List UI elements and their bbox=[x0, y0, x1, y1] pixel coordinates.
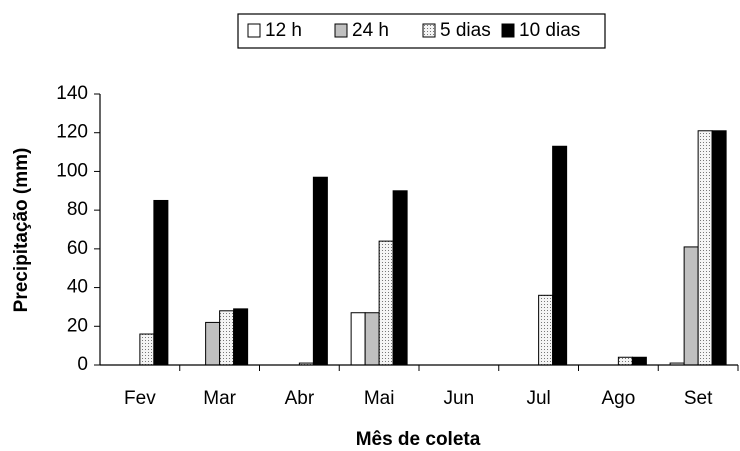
bar bbox=[552, 145, 568, 366]
y-tick-label: 140 bbox=[56, 83, 88, 104]
bar bbox=[153, 199, 169, 366]
bar bbox=[139, 333, 155, 366]
bar bbox=[312, 176, 328, 366]
legend-swatch bbox=[334, 23, 348, 38]
y-tick-label: 120 bbox=[56, 122, 88, 143]
x-tick-label: Abr bbox=[285, 388, 315, 409]
x-tick-label: Set bbox=[684, 388, 713, 409]
y-tick-label: 80 bbox=[67, 199, 88, 220]
legend-label: 24 h bbox=[352, 20, 389, 41]
legend-label: 10 dias bbox=[519, 20, 580, 41]
legend-label: 5 dias bbox=[440, 20, 491, 41]
y-tick-label: 60 bbox=[67, 238, 88, 259]
bar bbox=[697, 130, 713, 366]
legend-swatch bbox=[501, 23, 515, 38]
bar bbox=[617, 356, 633, 366]
y-tick-label: 20 bbox=[67, 315, 88, 336]
bar bbox=[378, 240, 394, 366]
x-tick-label: Jul bbox=[526, 388, 550, 409]
bar bbox=[205, 321, 221, 366]
x-tick-label: Ago bbox=[601, 388, 635, 409]
legend-box bbox=[237, 13, 606, 49]
legend-label: 12 h bbox=[265, 20, 302, 41]
x-tick-label: Fev bbox=[124, 388, 156, 409]
x-tick-label: Mai bbox=[364, 388, 395, 409]
bar bbox=[711, 130, 727, 366]
y-tick-label: 40 bbox=[67, 277, 88, 298]
bar bbox=[350, 312, 366, 366]
legend-swatch bbox=[422, 23, 436, 38]
y-axis-title: Precipitação (mm) bbox=[11, 148, 32, 313]
x-axis-title: Mês de coleta bbox=[356, 429, 481, 450]
x-tick-label: Mar bbox=[203, 388, 236, 409]
bar bbox=[219, 310, 235, 366]
y-tick-label: 100 bbox=[56, 160, 88, 181]
bar bbox=[683, 246, 699, 366]
y-tick-label: 0 bbox=[77, 354, 88, 375]
x-tick-label: Jun bbox=[444, 388, 475, 409]
bar bbox=[364, 312, 380, 366]
bar bbox=[631, 356, 647, 366]
bar bbox=[233, 308, 249, 366]
bar bbox=[392, 190, 408, 366]
bar bbox=[538, 294, 554, 366]
legend-swatch bbox=[247, 23, 261, 38]
